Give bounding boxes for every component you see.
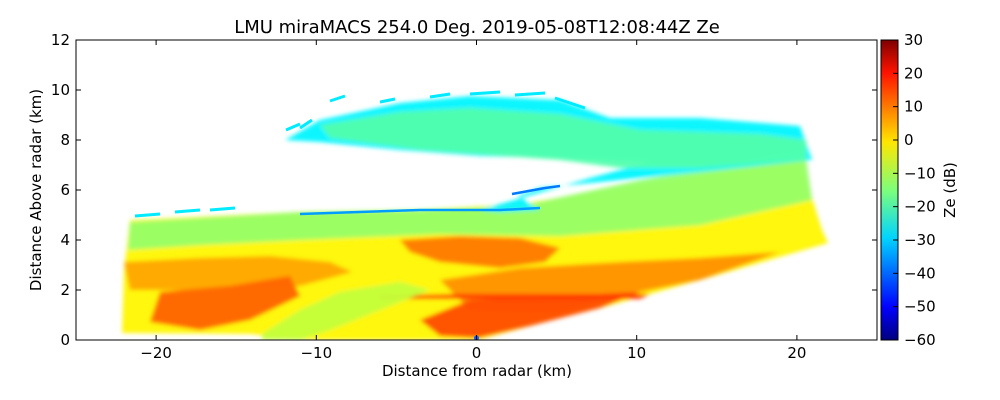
y-tick-label: 0 <box>60 331 70 349</box>
fringe-streak <box>134 212 161 218</box>
x-tick-label: 0 <box>472 344 482 362</box>
cloud-top-fringe <box>134 90 586 218</box>
x-axis: −20 −10 0 10 20 <box>140 40 806 362</box>
y-tick-label: 4 <box>60 231 70 249</box>
fringe-streak <box>469 90 501 96</box>
y-axis: 0 2 4 6 8 10 12 <box>51 31 877 349</box>
y-axis-label: Distance Above radar (km) <box>27 89 45 291</box>
echo-mid-layer <box>128 150 812 250</box>
y-tick-label: 10 <box>51 81 70 99</box>
anvil-base-edge <box>511 184 561 196</box>
colorbar-tick-label: 10 <box>904 98 923 116</box>
colorbar-tick-label: 30 <box>904 31 923 49</box>
colorbar <box>880 39 899 341</box>
echo-left-warm <box>124 256 352 290</box>
echo-low-right-heavy <box>420 292 640 338</box>
echo-bright-band <box>380 294 650 299</box>
x-tick-label: −20 <box>140 344 172 362</box>
fringe-streak <box>379 97 396 104</box>
x-tick-label: 10 <box>627 344 646 362</box>
fringe-streak <box>299 118 313 130</box>
colorbar-label: Ze (dB) <box>941 162 959 218</box>
colorbar-tick-label: −50 <box>904 298 936 316</box>
y-tick-label: 8 <box>60 131 70 149</box>
y-tick-label: 2 <box>60 281 70 299</box>
layer-top-edge <box>299 206 541 216</box>
colorbar-tick-label: −10 <box>904 164 936 182</box>
fringe-streak <box>554 96 586 110</box>
fringe-streak <box>285 122 301 132</box>
reflectivity-layers <box>122 96 828 340</box>
colorbar-tick-label: −30 <box>904 231 936 249</box>
fringe-streak <box>209 206 236 212</box>
x-axis-label: Distance from radar (km) <box>382 362 572 380</box>
echo-left-heavy <box>150 276 300 330</box>
colorbar-tick-label: −40 <box>904 264 936 282</box>
fringe-streak <box>329 94 346 103</box>
reflectivity-field <box>122 90 828 340</box>
x-tick-label: 20 <box>787 344 806 362</box>
echo-green-wedge <box>262 282 430 340</box>
echo-melting-band <box>400 236 560 268</box>
echo-anvil-core <box>320 108 806 168</box>
colorbar-axis: −60 −50 −40 −30 −20 −10 0 10 20 30 <box>893 31 936 349</box>
fringe-streak <box>429 92 451 99</box>
x-tick-label: −10 <box>300 344 332 362</box>
y-tick-label: 6 <box>60 181 70 199</box>
colorbar-tick-label: 0 <box>904 131 914 149</box>
colorbar-tick-label: −20 <box>904 198 936 216</box>
chart-title: LMU miraMACS 254.0 Deg. 2019-05-08T12:08… <box>234 17 720 38</box>
fringe-streak <box>514 91 546 97</box>
fringe-streak <box>174 208 201 214</box>
colorbar-tick-label: 20 <box>904 64 923 82</box>
y-tick-label: 12 <box>51 31 70 49</box>
colorbar-tick-label: −60 <box>904 331 936 349</box>
